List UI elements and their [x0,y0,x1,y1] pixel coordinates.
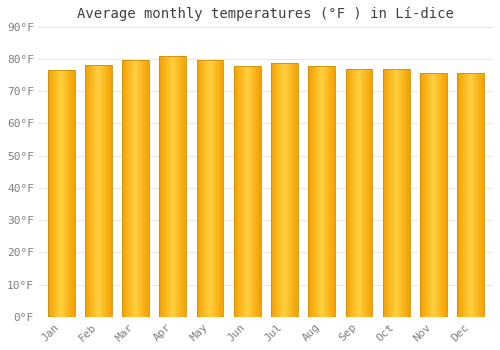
Bar [48,70,74,317]
Bar [383,69,409,317]
Bar [160,56,186,317]
Bar [85,65,112,317]
Bar [308,66,335,317]
Title: Average monthly temperatures (°F ) in Lí-dice: Average monthly temperatures (°F ) in Lí… [78,7,454,21]
Bar [196,60,224,317]
Bar [271,63,298,317]
Bar [234,66,260,317]
Bar [458,72,484,317]
Bar [346,69,372,317]
Bar [122,60,149,317]
Bar [420,72,447,317]
